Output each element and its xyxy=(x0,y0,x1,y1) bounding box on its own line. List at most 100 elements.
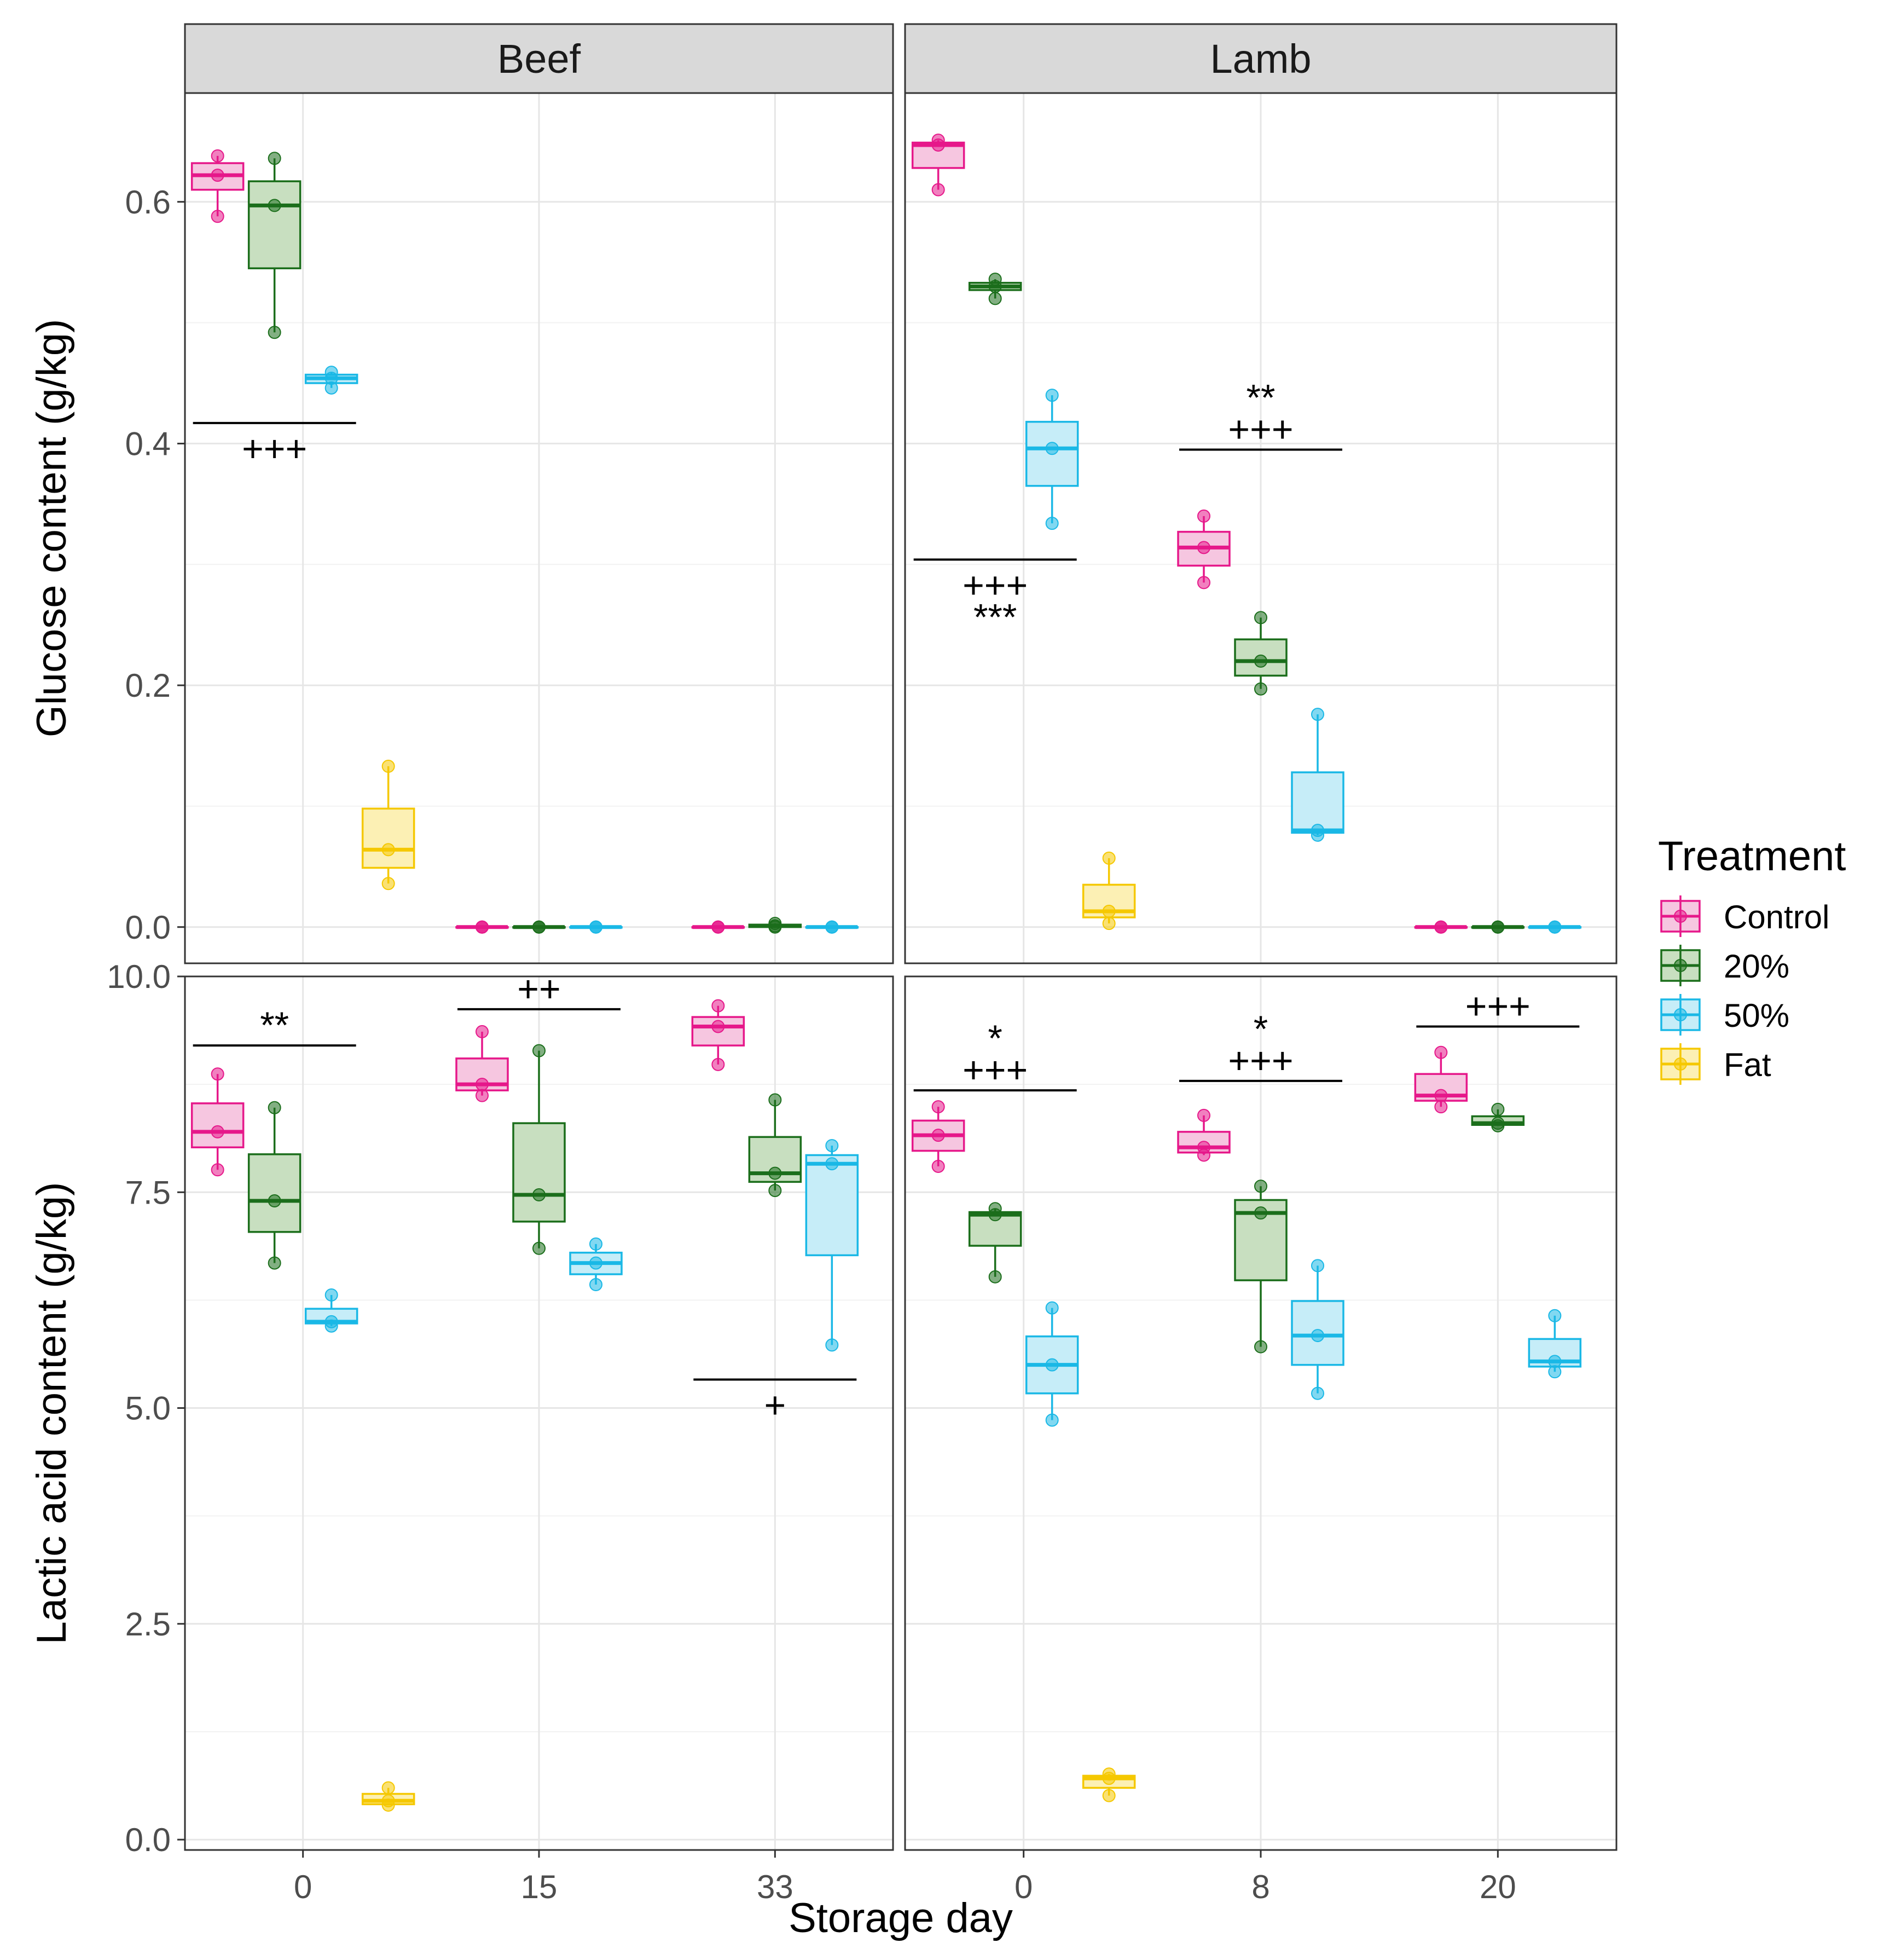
data-point xyxy=(825,1157,839,1171)
data-point xyxy=(1102,917,1116,930)
data-point xyxy=(589,920,602,934)
data-point xyxy=(268,1101,281,1114)
box-lamb-day2-control xyxy=(1414,1045,1468,1114)
data-point xyxy=(1045,442,1059,455)
legend-entry-50pct: 50% xyxy=(1660,994,1789,1036)
data-point xyxy=(988,280,1002,293)
legend-entry-20pct: 20% xyxy=(1660,945,1789,986)
data-point xyxy=(381,843,395,857)
significance-label-secondary: * xyxy=(988,1017,1002,1059)
data-point xyxy=(381,877,395,891)
significance-annotation: +++* xyxy=(913,1017,1077,1092)
data-point xyxy=(589,1237,602,1251)
x-tick-label: 33 xyxy=(757,1869,793,1905)
data-point xyxy=(1434,920,1448,934)
data-point xyxy=(1102,851,1116,865)
data-point xyxy=(324,1319,338,1333)
legend-label: 20% xyxy=(1724,948,1789,985)
data-point xyxy=(211,169,224,182)
data-point xyxy=(1311,828,1324,842)
y-axis-title-lactic: Lactic acid content (g/kg) xyxy=(28,1182,75,1645)
box-lamb-day0-fat xyxy=(1082,1767,1136,1802)
data-point xyxy=(1434,1100,1448,1114)
significance-annotation: +++* xyxy=(1179,1008,1342,1082)
y-axis-title-glucose: Glucose content (g/kg) xyxy=(28,319,75,738)
significance-label: + xyxy=(764,1384,786,1426)
box-beef-day2-20pct xyxy=(748,917,802,934)
significance-label: ++ xyxy=(517,968,560,1010)
data-point xyxy=(988,1208,1002,1222)
significance-label-secondary: ** xyxy=(1247,377,1276,418)
box-body xyxy=(361,807,415,869)
data-point xyxy=(532,920,546,934)
data-point xyxy=(711,1057,725,1071)
y-tick-label: 5.0 xyxy=(125,1390,171,1427)
data-point xyxy=(1254,611,1267,625)
data-point xyxy=(1434,1089,1448,1102)
data-point xyxy=(931,1159,945,1173)
data-point xyxy=(324,1288,338,1302)
box-beef-day0-fat xyxy=(361,1781,415,1812)
data-point xyxy=(1102,1789,1116,1802)
box-beef-day0-50pct xyxy=(304,1288,358,1333)
legend-key-point xyxy=(1674,959,1687,972)
data-point xyxy=(1491,920,1505,934)
significance-label-secondary: * xyxy=(1254,1008,1268,1050)
y-tick-label: 0.2 xyxy=(125,667,171,704)
data-point xyxy=(1045,1413,1059,1427)
box-lamb-day1-control xyxy=(1177,509,1231,589)
data-point xyxy=(589,1278,602,1292)
y-tick-label: 0.4 xyxy=(125,425,171,462)
data-point xyxy=(768,1166,782,1180)
data-point xyxy=(931,1100,945,1114)
box-beef-day2-control xyxy=(691,920,745,934)
box-lamb-day2-20pct xyxy=(1471,920,1525,934)
data-point xyxy=(476,1089,489,1102)
data-point xyxy=(1102,1772,1116,1785)
data-point xyxy=(1197,541,1210,554)
significance-annotation: + xyxy=(693,1378,857,1426)
box-lamb-day2-50pct xyxy=(1528,920,1582,934)
data-point xyxy=(1102,905,1116,918)
data-point xyxy=(1197,509,1210,523)
data-point xyxy=(768,1184,782,1198)
data-point xyxy=(1045,1301,1059,1315)
box-beef-day1-50pct xyxy=(569,920,623,934)
data-point xyxy=(1254,682,1267,696)
data-point xyxy=(711,1020,725,1033)
box-lamb-day1-20pct xyxy=(1234,1180,1288,1354)
data-point xyxy=(476,1078,489,1091)
strip-label-lamb: Lamb xyxy=(1210,36,1311,82)
data-point xyxy=(1045,517,1059,530)
panel-border xyxy=(904,92,1618,964)
box-beef-day1-50pct xyxy=(569,1237,623,1292)
significance-annotation: +++*** xyxy=(913,558,1077,638)
significance-annotation: +++ xyxy=(1416,985,1580,1028)
data-point xyxy=(1045,1358,1059,1372)
box-beef-day1-20pct xyxy=(512,920,566,934)
y-tick-label: 10.0 xyxy=(107,958,171,995)
box-lamb-day2-20pct xyxy=(1471,1102,1525,1132)
strip-beef xyxy=(184,23,894,94)
box-lamb-day1-50pct xyxy=(1291,708,1344,842)
panel-glucose-lamb: +++***+++** xyxy=(904,92,1618,964)
panel-lactic-lamb: +++* +++* +++ xyxy=(904,975,1618,1851)
data-point xyxy=(1548,1365,1562,1379)
data-point xyxy=(211,210,224,223)
y-tick-label: 7.5 xyxy=(125,1174,171,1211)
significance-annotation: +++** xyxy=(1179,377,1342,451)
box-beef-day2-control xyxy=(691,999,745,1071)
x-tick-label: 0 xyxy=(294,1869,312,1905)
panels-layer: Beef Lamb++++++***+++****++++++*+++*+++ xyxy=(184,23,1618,1851)
legend-key-point xyxy=(1674,910,1687,923)
box-lamb-day0-20pct xyxy=(968,1202,1022,1283)
significance-label: +++ xyxy=(963,564,1028,606)
x-tick-label: 20 xyxy=(1480,1869,1516,1905)
box-lamb-day0-50pct xyxy=(1025,389,1079,530)
box-beef-day0-fat xyxy=(361,760,415,891)
box-beef-day2-50pct xyxy=(805,1139,859,1352)
box-beef-day0-control xyxy=(190,1067,245,1177)
data-point xyxy=(532,1241,546,1255)
axes-layer: 0.0 0.2 0.4 0.6 Glucose content (g/kg) 0 15 33 0… xyxy=(28,184,1516,1941)
data-point xyxy=(711,999,725,1013)
